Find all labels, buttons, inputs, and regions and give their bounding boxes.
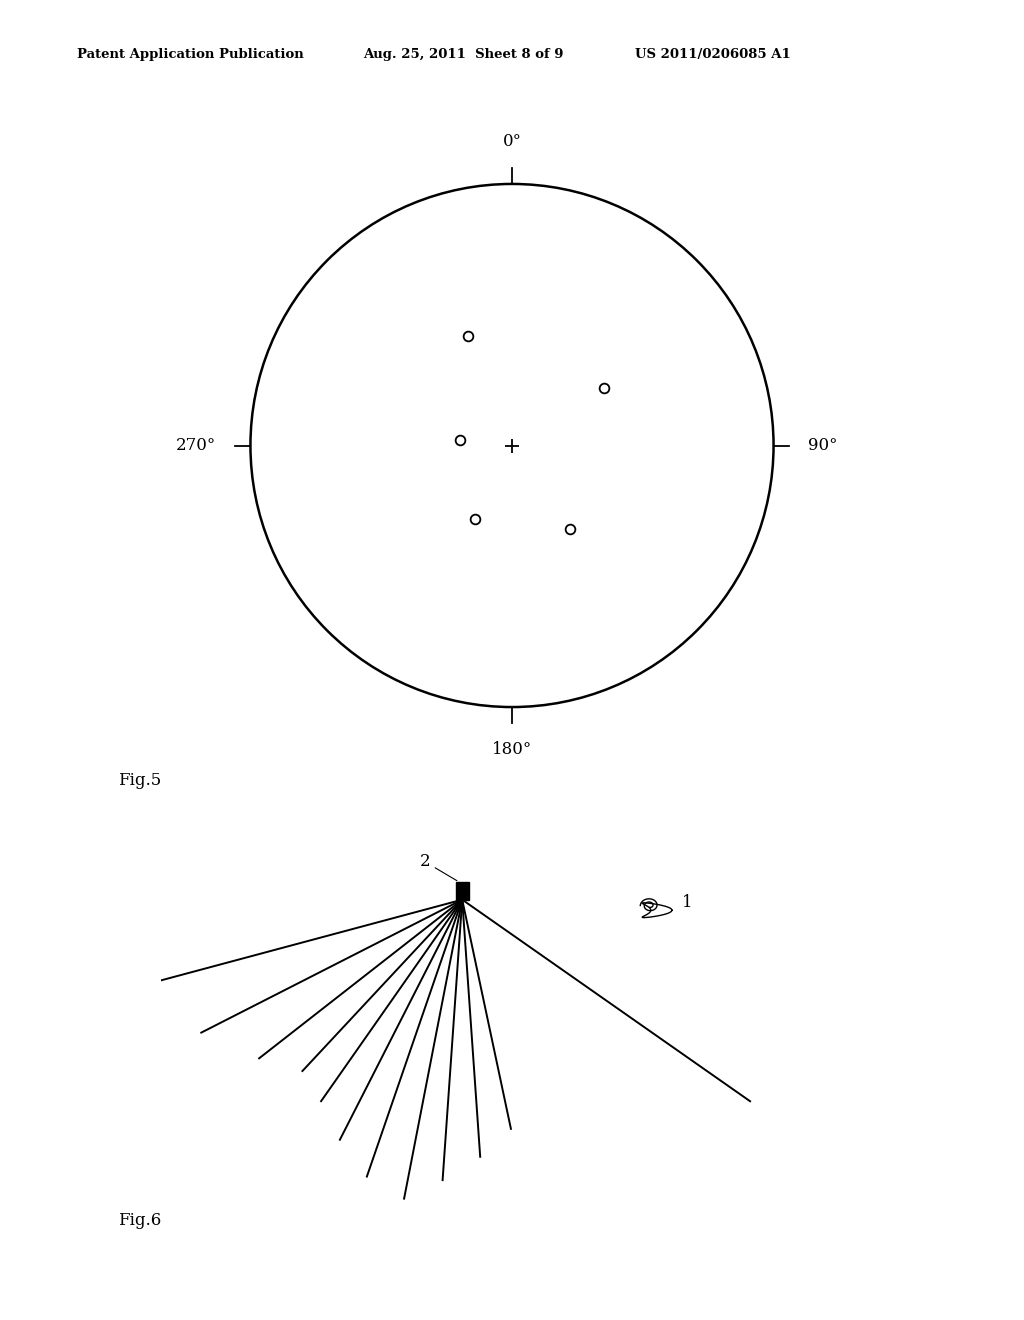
Text: US 2011/0206085 A1: US 2011/0206085 A1 [635, 48, 791, 61]
Text: Patent Application Publication: Patent Application Publication [77, 48, 303, 61]
Polygon shape [456, 882, 469, 900]
Text: 180°: 180° [492, 741, 532, 758]
Text: 0°: 0° [503, 133, 521, 150]
Text: 2: 2 [420, 853, 457, 880]
Text: 90°: 90° [808, 437, 837, 454]
Text: 270°: 270° [176, 437, 216, 454]
Text: Fig.5: Fig.5 [118, 772, 161, 789]
Text: Aug. 25, 2011  Sheet 8 of 9: Aug. 25, 2011 Sheet 8 of 9 [364, 48, 564, 61]
Text: Fig.6: Fig.6 [118, 1212, 161, 1229]
Text: 1: 1 [682, 894, 692, 911]
